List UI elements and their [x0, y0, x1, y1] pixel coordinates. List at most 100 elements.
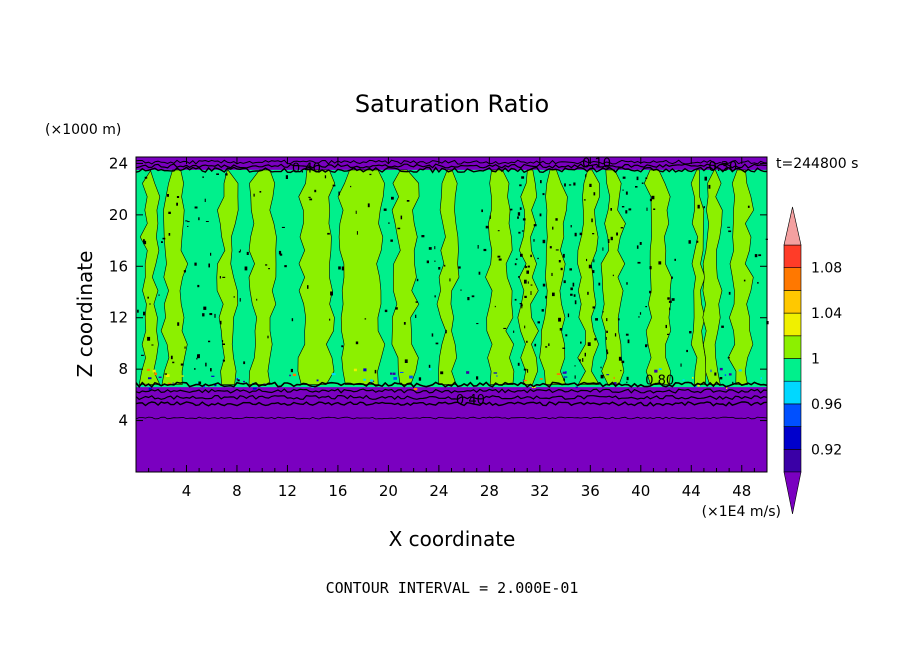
speckle	[625, 210, 628, 214]
speckle	[708, 184, 711, 189]
speckle	[367, 203, 370, 208]
speckle	[478, 271, 481, 275]
speckle	[204, 198, 206, 202]
fleck	[292, 373, 297, 377]
speckle	[222, 340, 224, 343]
speckle	[524, 279, 527, 284]
contour-line	[135, 163, 767, 169]
fleck	[613, 382, 617, 385]
speckle	[563, 378, 565, 381]
speckle	[143, 239, 145, 243]
speckle	[281, 226, 285, 228]
contour-line	[135, 401, 768, 407]
speckle	[579, 359, 581, 362]
speckle	[332, 184, 336, 187]
speckle	[552, 292, 555, 297]
speckle	[355, 210, 357, 214]
fleck	[738, 369, 742, 372]
speckle	[341, 345, 344, 348]
speckle	[595, 318, 598, 321]
colorbar-swatch	[783, 290, 802, 314]
speckle	[481, 209, 483, 213]
speckle	[564, 183, 566, 187]
speckle	[667, 297, 670, 300]
speckle	[680, 363, 682, 367]
x-axis-ticks: 4 8 12 16 20 24 28 32 36 40 44 48	[148, 157, 755, 500]
speckle	[727, 357, 730, 359]
speckle	[267, 335, 269, 339]
speckle	[519, 184, 522, 187]
speckle	[497, 255, 501, 258]
fleck	[697, 384, 700, 387]
speckle	[674, 258, 676, 261]
speckle	[625, 191, 628, 195]
speckle	[530, 254, 532, 258]
speckle	[449, 278, 451, 282]
speckle	[168, 233, 171, 236]
x-tick-label: 12	[278, 482, 297, 500]
speckle	[526, 270, 529, 274]
fleck	[613, 376, 615, 379]
fleck	[563, 376, 568, 378]
speckle	[585, 174, 587, 178]
speckle	[431, 333, 434, 337]
speckle	[494, 305, 496, 308]
fleck	[760, 377, 762, 380]
speckle	[194, 368, 196, 370]
colorbar-label: 1	[811, 352, 820, 368]
speckle	[388, 222, 390, 224]
x-axis-label: X coordinate	[389, 527, 516, 551]
fleck	[556, 373, 561, 375]
speckle	[239, 249, 241, 252]
speckle	[290, 368, 293, 373]
fleck	[724, 374, 727, 376]
fleck	[562, 371, 567, 374]
speckle	[518, 276, 520, 278]
speckle	[147, 336, 151, 341]
x-tick-label: 32	[530, 482, 549, 500]
speckle	[141, 354, 144, 356]
speckle	[285, 175, 288, 179]
speckle	[520, 253, 523, 257]
speckle	[350, 185, 352, 188]
colorbar-label: 1.04	[811, 306, 842, 322]
speckle	[600, 366, 602, 369]
speckle	[421, 235, 425, 238]
fleck	[728, 373, 732, 376]
speckle	[592, 233, 595, 235]
speckle	[627, 339, 630, 344]
speckle	[520, 304, 523, 307]
speckle	[658, 261, 662, 265]
plume-region	[391, 169, 420, 385]
speckle	[498, 258, 502, 261]
speckle	[602, 311, 604, 313]
colorbar-label: 0.96	[811, 397, 842, 413]
speckle	[364, 318, 367, 320]
speckle	[594, 338, 597, 341]
contour-interval-footer: CONTOUR INTERVAL = 2.000E-01	[326, 579, 579, 597]
speckle	[137, 309, 139, 313]
fleck	[196, 382, 200, 384]
speckle	[523, 368, 527, 371]
fleck	[658, 368, 662, 370]
contour-label: 0.10	[582, 156, 611, 171]
speckle	[645, 306, 647, 308]
speckle	[509, 208, 513, 211]
x-tick-label: 20	[379, 482, 398, 500]
speckle	[628, 208, 632, 211]
speckle	[374, 369, 377, 374]
speckle	[209, 313, 213, 316]
speckle	[220, 320, 222, 325]
speckle	[149, 303, 151, 305]
speckle	[574, 300, 577, 305]
speckle	[608, 239, 610, 243]
speckle	[458, 266, 461, 269]
contour-line	[135, 159, 768, 165]
colorbar-overflow-triangle	[783, 206, 802, 246]
speckle	[521, 230, 524, 232]
fleck	[429, 368, 432, 371]
speckle	[265, 264, 268, 266]
fleck	[692, 376, 694, 379]
fleck	[606, 374, 610, 376]
fleck	[539, 378, 543, 380]
